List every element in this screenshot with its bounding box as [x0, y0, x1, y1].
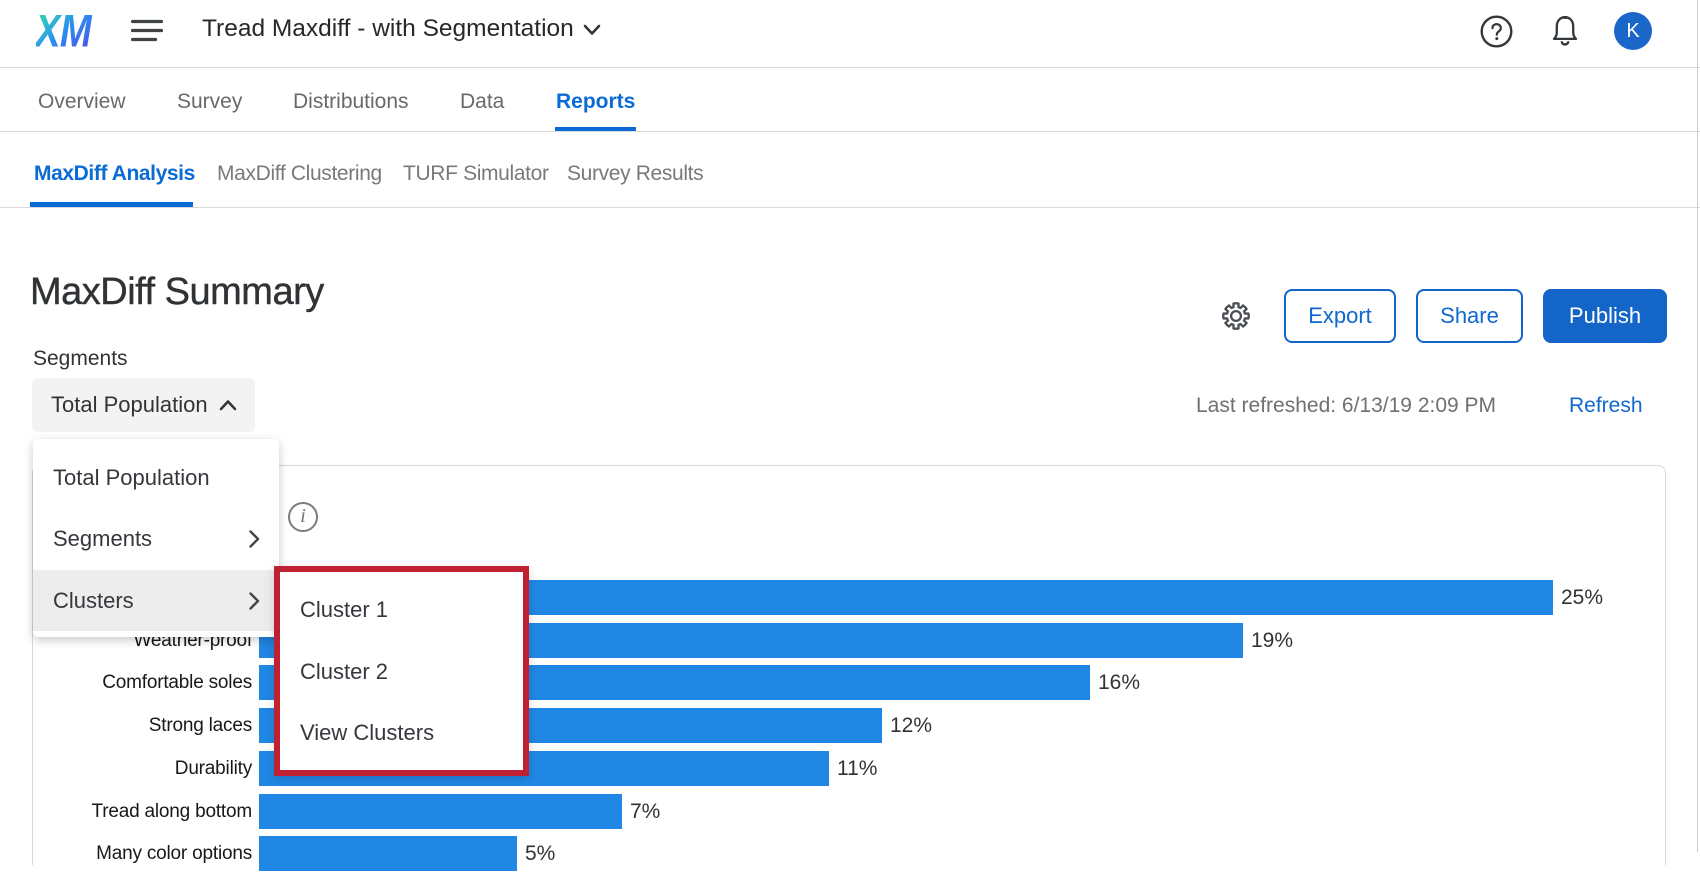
svg-text:XM: XM	[36, 15, 92, 47]
